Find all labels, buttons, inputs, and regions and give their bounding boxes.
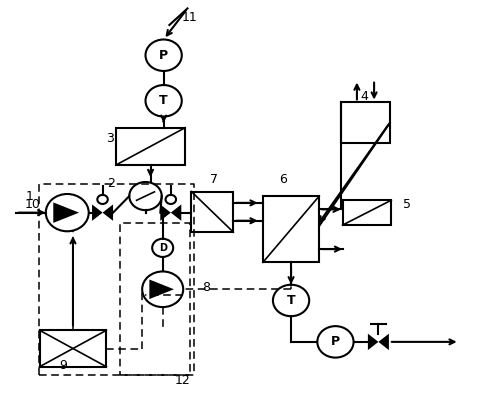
Text: P: P — [331, 335, 340, 348]
Text: 9: 9 — [60, 359, 67, 372]
Text: 8: 8 — [203, 281, 211, 294]
Polygon shape — [103, 204, 113, 221]
Text: 1: 1 — [26, 190, 34, 203]
Polygon shape — [53, 202, 79, 223]
Bar — [116, 128, 185, 165]
Text: 12: 12 — [175, 374, 191, 387]
Text: 4: 4 — [360, 90, 368, 103]
Polygon shape — [368, 334, 378, 350]
Polygon shape — [92, 204, 103, 221]
Polygon shape — [160, 204, 171, 221]
Text: P: P — [159, 49, 168, 62]
Text: 5: 5 — [403, 198, 411, 211]
Text: 2: 2 — [107, 177, 115, 190]
Text: 6: 6 — [279, 173, 287, 186]
Bar — [343, 200, 391, 225]
Text: 10: 10 — [24, 198, 40, 211]
Polygon shape — [149, 279, 174, 299]
Text: T: T — [287, 294, 295, 307]
Text: D: D — [159, 243, 167, 253]
Bar — [341, 103, 390, 143]
Polygon shape — [378, 334, 389, 350]
Text: 7: 7 — [210, 173, 218, 186]
Bar — [192, 191, 233, 232]
Text: 3: 3 — [106, 132, 114, 145]
Bar — [39, 330, 107, 367]
Text: T: T — [159, 94, 168, 107]
Polygon shape — [171, 204, 181, 221]
Text: 11: 11 — [182, 11, 198, 25]
Bar — [263, 196, 319, 262]
